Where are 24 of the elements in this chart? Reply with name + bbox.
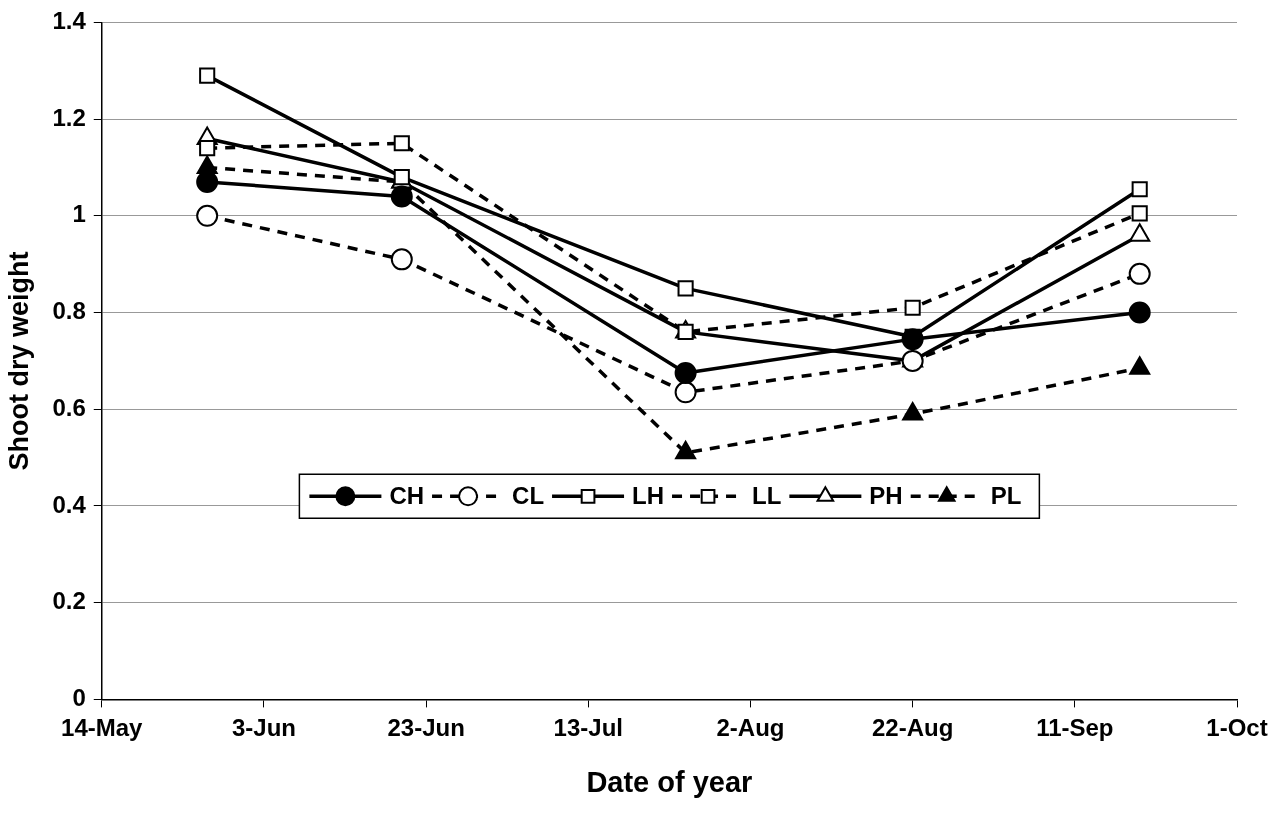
legend-label: PH (869, 481, 903, 509)
legend-label: LL (752, 481, 782, 509)
legend-label: PL (990, 481, 1022, 509)
x-tick-label: 13-Jul (553, 714, 623, 742)
legend-label: CL (512, 481, 545, 509)
x-tick-label: 3-Jun (231, 714, 296, 742)
y-tick-label: 1.2 (52, 103, 86, 131)
x-axis-title: Date of year (586, 765, 753, 798)
y-tick-label: 0 (72, 684, 86, 712)
x-tick-label: 1-Oct (1206, 714, 1268, 742)
y-tick-label: 0.2 (52, 587, 86, 615)
x-tick-label: 2-Aug (716, 714, 785, 742)
y-tick-label: 0.6 (52, 393, 86, 421)
y-tick-label: 1 (72, 200, 86, 228)
x-tick-label: 23-Jun (387, 714, 465, 742)
legend-label: LH (632, 481, 665, 509)
y-tick-label: 1.4 (52, 7, 87, 35)
x-tick-label: 14-May (61, 714, 144, 742)
legend-label: CH (389, 481, 425, 509)
y-tick-label: 0.4 (52, 490, 87, 518)
y-tick-label: 0.8 (52, 297, 86, 325)
x-tick-label: 11-Sep (1036, 714, 1114, 742)
x-tick-label: 22-Aug (871, 714, 954, 742)
y-axis-title: Shoot dry weight (3, 251, 34, 471)
